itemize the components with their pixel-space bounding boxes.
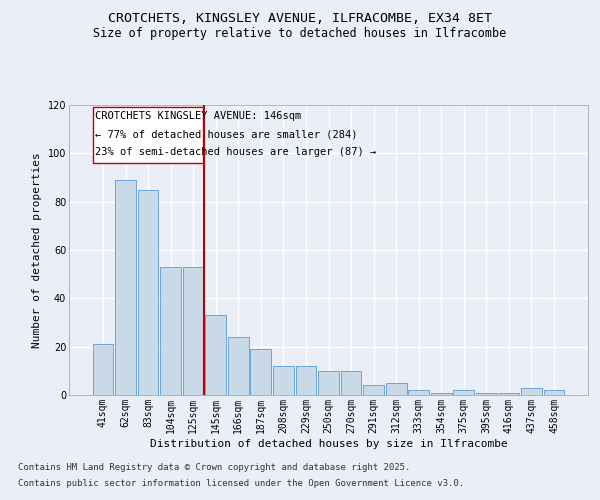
Bar	[183, 267, 203, 395]
Bar	[137, 190, 158, 395]
Text: CROTCHETS, KINGSLEY AVENUE, ILFRACOMBE, EX34 8ET: CROTCHETS, KINGSLEY AVENUE, ILFRACOMBE, …	[108, 12, 492, 26]
Text: Contains HM Land Registry data © Crown copyright and database right 2025.: Contains HM Land Registry data © Crown c…	[18, 464, 410, 472]
Bar	[296, 366, 316, 395]
Bar	[454, 390, 474, 395]
Bar	[273, 366, 294, 395]
Bar	[92, 344, 113, 395]
Y-axis label: Number of detached properties: Number of detached properties	[32, 152, 42, 348]
Bar	[544, 390, 565, 395]
X-axis label: Distribution of detached houses by size in Ilfracombe: Distribution of detached houses by size …	[149, 438, 508, 448]
Bar	[318, 371, 339, 395]
Bar	[115, 180, 136, 395]
Bar	[341, 371, 361, 395]
Bar	[521, 388, 542, 395]
Bar	[250, 349, 271, 395]
Text: Contains public sector information licensed under the Open Government Licence v3: Contains public sector information licen…	[18, 478, 464, 488]
Bar	[205, 316, 226, 395]
Bar	[363, 386, 384, 395]
FancyBboxPatch shape	[93, 108, 203, 163]
Text: ← 77% of detached houses are smaller (284): ← 77% of detached houses are smaller (28…	[95, 129, 358, 139]
Bar	[160, 267, 181, 395]
Bar	[431, 392, 452, 395]
Bar	[386, 383, 407, 395]
Text: 23% of semi-detached houses are larger (87) →: 23% of semi-detached houses are larger (…	[95, 148, 376, 158]
Bar	[228, 337, 248, 395]
Text: CROTCHETS KINGSLEY AVENUE: 146sqm: CROTCHETS KINGSLEY AVENUE: 146sqm	[95, 111, 301, 121]
Bar	[409, 390, 429, 395]
Bar	[499, 392, 520, 395]
Text: Size of property relative to detached houses in Ilfracombe: Size of property relative to detached ho…	[94, 28, 506, 40]
Bar	[476, 392, 497, 395]
